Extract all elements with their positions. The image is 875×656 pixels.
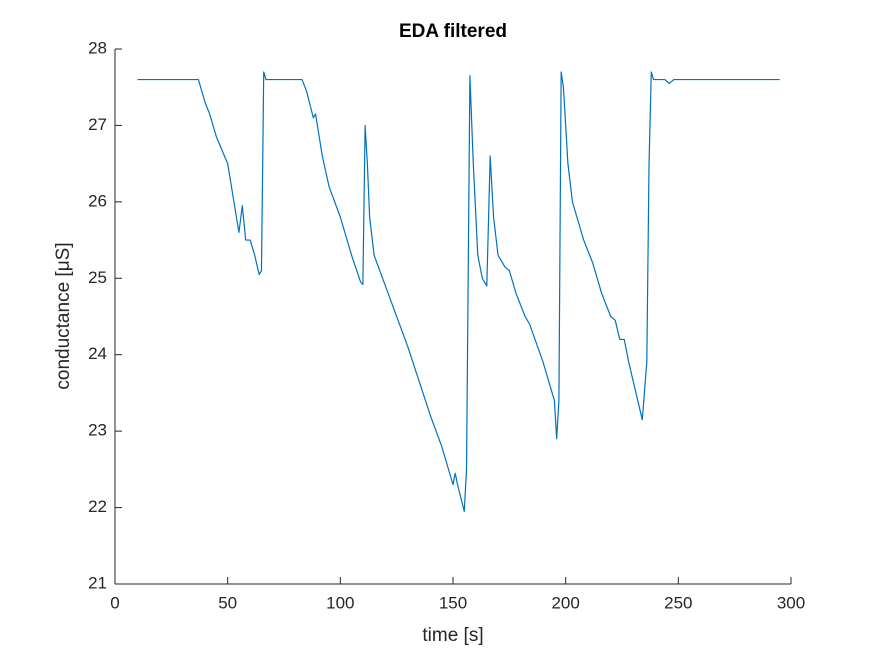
y-tick-label: 24 xyxy=(88,344,107,363)
y-tick-label: 28 xyxy=(88,38,107,57)
y-axis-label: conductance [μS] xyxy=(53,242,74,389)
y-tick-label: 25 xyxy=(88,268,107,287)
x-axis-label: time [s] xyxy=(422,625,483,646)
y-tick-label: 22 xyxy=(88,497,107,516)
chart-title: EDA filtered xyxy=(399,21,507,42)
x-tick-label: 250 xyxy=(664,593,692,612)
x-tick-label: 0 xyxy=(110,593,119,612)
x-tick-label: 300 xyxy=(777,593,805,612)
y-tick-label: 27 xyxy=(88,115,107,134)
x-tick-label: 200 xyxy=(551,593,579,612)
x-tick-label: 100 xyxy=(326,593,354,612)
x-tick-label: 50 xyxy=(218,593,237,612)
y-tick-label: 21 xyxy=(88,573,107,592)
data-line xyxy=(137,71,780,512)
y-tick-label: 23 xyxy=(88,421,107,440)
y-tick-label: 26 xyxy=(88,191,107,210)
x-tick-label: 150 xyxy=(439,593,467,612)
